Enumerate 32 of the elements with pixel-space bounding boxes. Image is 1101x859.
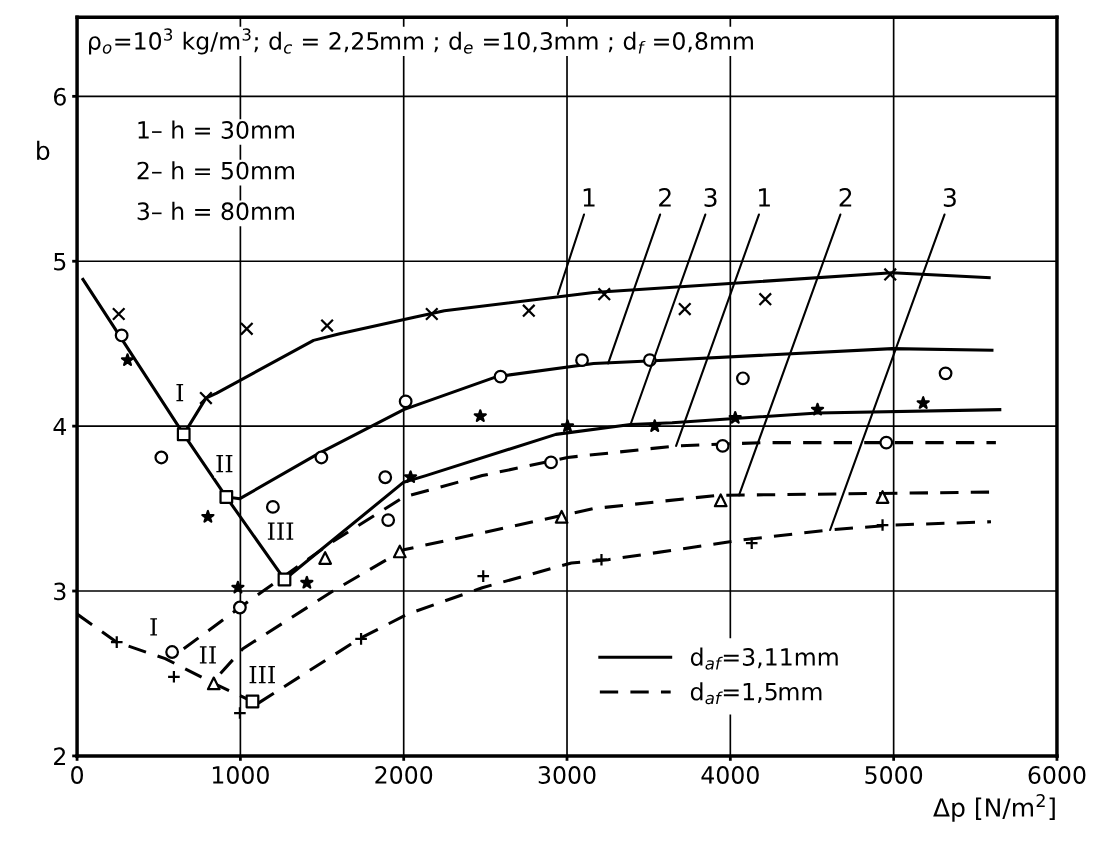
annotation: 1: [759, 188, 770, 207]
x-tick-label: 6000: [1028, 766, 1086, 784]
x-tick-label: 5000: [865, 766, 923, 784]
y-tick-label: 2: [54, 747, 65, 765]
y-tick-label: 4: [53, 417, 67, 436]
annotation: 2– h = 50mm: [137, 161, 294, 180]
legend-label: d$_{af}$=1,5mm: [690, 682, 822, 705]
annotation: I: [150, 618, 158, 636]
annotation: II: [216, 455, 233, 473]
annotation: 2: [659, 188, 671, 207]
x-tick-label: 3000: [538, 766, 596, 784]
annotation: III: [267, 522, 294, 540]
annotation: 1: [583, 188, 595, 207]
annotation: II: [199, 646, 216, 664]
x-axis-title: Δp [N/m$^{2}$]: [933, 794, 1055, 822]
x-tick-label: 4000: [701, 766, 759, 784]
annotation: 1– h = 30mm: [138, 120, 294, 139]
annotation: 3– h = 80mm: [137, 201, 294, 221]
legend-label: d$_{af}$=3,11mm: [690, 647, 838, 670]
chart-title: ρ$_{o}$=10$^{3}$ kg/m$^{3}$; d$_{c}$ = 2,25mm ; d$_{e}$ =10,3mm ; d$_{f}$ =0,8mm: [89, 28, 753, 55]
annotation: 3: [943, 188, 956, 207]
x-tick-label: 2000: [375, 766, 433, 784]
annotation: 2: [839, 188, 852, 207]
y-tick-label: 3: [54, 582, 66, 601]
y-tick-label: 5: [54, 252, 66, 271]
y-tick-label: 6: [53, 87, 66, 106]
y-axis-title: b: [37, 140, 50, 161]
x-tick-label: 0: [71, 766, 84, 784]
x-tick-label: 1000: [212, 766, 269, 784]
annotation: I: [176, 384, 184, 402]
annotation: 3: [704, 188, 717, 207]
annotation: III: [249, 666, 275, 684]
